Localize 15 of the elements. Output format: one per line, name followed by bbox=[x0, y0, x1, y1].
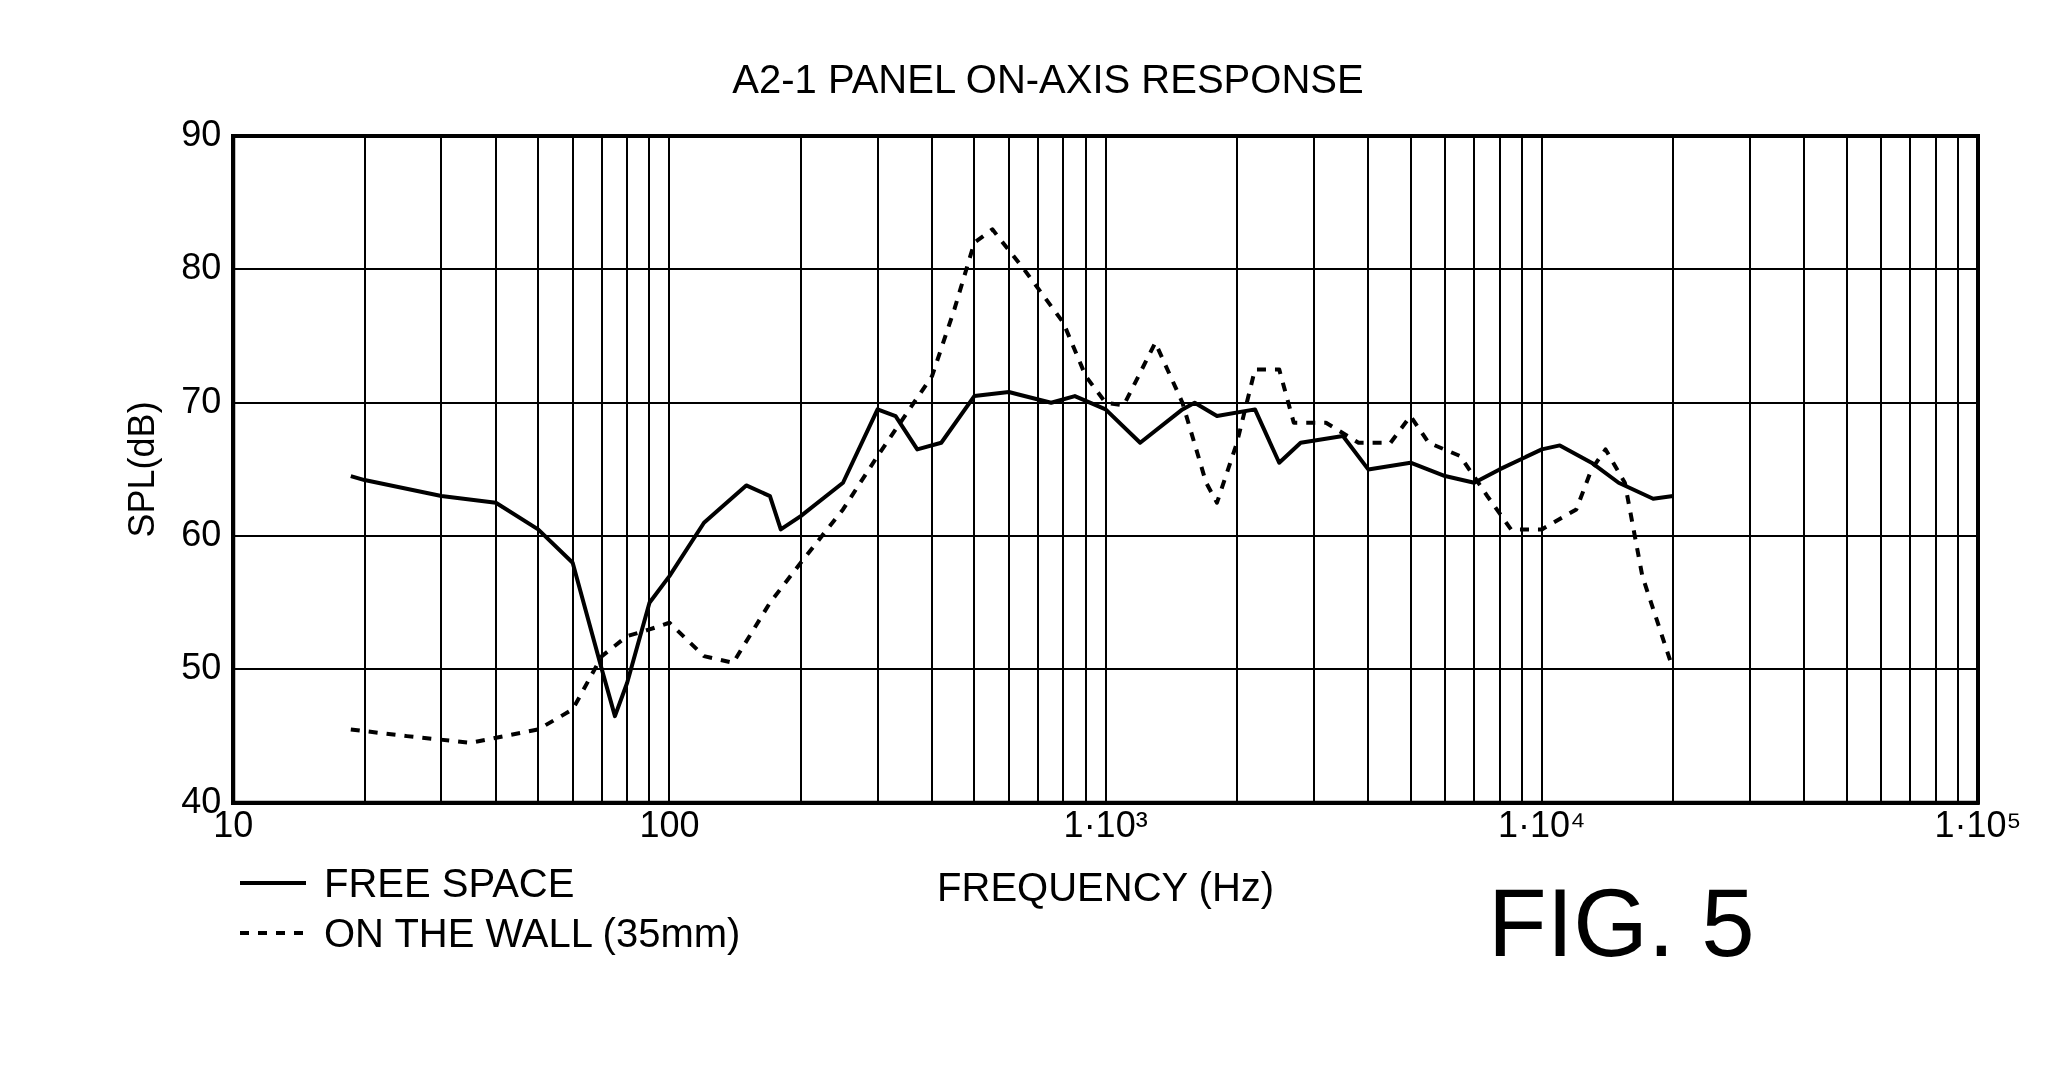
caption: FIG. 5 bbox=[1488, 868, 1755, 978]
x-tick-label: 100 bbox=[639, 804, 700, 846]
y-axis-title: SPL(dB) bbox=[120, 401, 162, 538]
y-tick-label: 60 bbox=[181, 513, 222, 554]
x-tick-label: 1·10⁴ bbox=[1498, 804, 1586, 846]
legend-label: FREE SPACE bbox=[324, 860, 575, 906]
y-tick-label: 50 bbox=[181, 646, 222, 688]
x-tick-label: 1·10³ bbox=[1063, 804, 1148, 846]
legend-label: ON THE WALL (35mm) bbox=[324, 910, 741, 956]
x-axis-title: FREQUENCY (Hz) bbox=[937, 865, 1275, 910]
x-tick-label: 1·10⁵ bbox=[1934, 804, 2022, 846]
y-tick-label: 70 bbox=[181, 379, 222, 421]
y-tick-label: 80 bbox=[181, 246, 222, 288]
y-tick-label: 90 bbox=[181, 112, 222, 154]
chart-title: A2-1 PANEL ON-AXIS RESPONSE bbox=[732, 57, 1364, 102]
